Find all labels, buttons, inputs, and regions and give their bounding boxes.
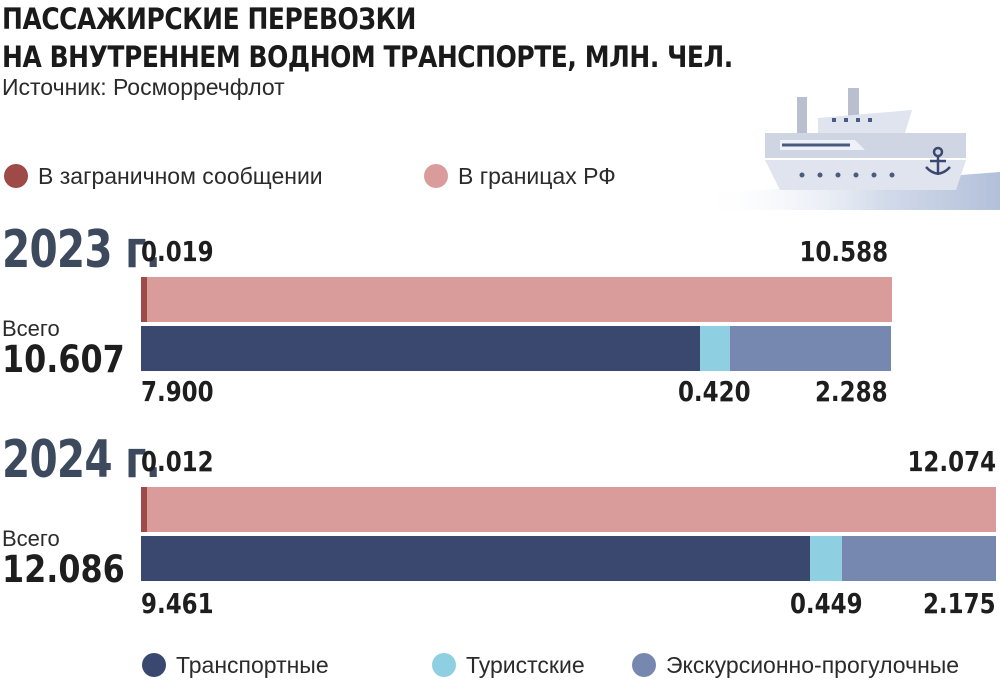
legend-item-international: В заграничном сообщении [4, 163, 323, 190]
chart-title-line-2: НА ВНУТРЕННЕМ ВОДНОМ ТРАНСПОРТЕ, МЛН. ЧЕ… [2, 40, 733, 74]
bar-segment-tourist [699, 326, 730, 371]
ship-icon [700, 88, 1000, 210]
type-bar [141, 536, 996, 581]
legend-item-tourist: Туристские [432, 652, 585, 679]
chart-title: ПАССАЖИРСКИЕ ПЕРЕВОЗКИ НА ВНУТРЕННЕМ ВОД… [2, 0, 733, 76]
legend-label-tourist: Туристские [466, 652, 585, 678]
value-label-international: 0.012 [141, 445, 214, 478]
legend-label-transport: Транспортные [176, 652, 329, 678]
chart-title-line-1: ПАССАЖИРСКИЕ ПЕРЕВОЗКИ [2, 2, 417, 36]
total-label: Всего [2, 526, 60, 551]
year-label: 2023 г. [2, 220, 161, 280]
value-label-transport: 7.900 [141, 375, 214, 408]
value-label-excursion: 2.288 [815, 375, 888, 408]
legend-swatch-international [4, 164, 28, 188]
bar-segment-domestic [147, 487, 996, 532]
legend-swatch-transport [142, 653, 166, 677]
total-value: 12.086 [2, 548, 125, 591]
total-label: Всего [2, 316, 60, 341]
geography-bar [141, 487, 996, 532]
legend-swatch-tourist [432, 653, 456, 677]
legend-label-excursion: Экскурсионно-прогулочные [666, 652, 960, 678]
bar-segment-international [141, 277, 147, 322]
legend-item-domestic: В границах РФ [424, 163, 616, 190]
value-label-transport: 9.461 [141, 587, 214, 620]
bar-segment-transport [141, 536, 811, 581]
type-bar [141, 326, 892, 371]
bar-segment-domestic [147, 277, 892, 322]
year-label: 2024 г. [2, 430, 161, 490]
bar-segment-international [141, 487, 147, 532]
legend-swatch-excursion [632, 653, 656, 677]
value-label-tourist: 0.449 [790, 587, 863, 620]
legend-swatch-domestic [424, 164, 448, 188]
legend-label-domestic: В границах РФ [458, 163, 616, 189]
geography-bar [141, 277, 892, 322]
legend-label-international: В заграничном сообщении [38, 163, 323, 189]
legend-item-excursion: Экскурсионно-прогулочные [632, 652, 959, 679]
bar-segment-transport [141, 326, 700, 371]
bar-segment-tourist [810, 536, 843, 581]
chart-source: Источник: Росморречфлот [2, 74, 285, 100]
legend-item-transport: Транспортные [142, 652, 329, 679]
bar-segment-excursion [729, 326, 892, 371]
value-label-international: 0.019 [141, 235, 214, 268]
value-label-tourist: 0.420 [678, 375, 751, 408]
value-label-domestic: 12.074 [907, 445, 996, 478]
bar-segment-excursion [842, 536, 996, 581]
value-label-domestic: 10.588 [799, 235, 888, 268]
value-label-excursion: 2.175 [923, 587, 996, 620]
total-value: 10.607 [2, 338, 125, 381]
